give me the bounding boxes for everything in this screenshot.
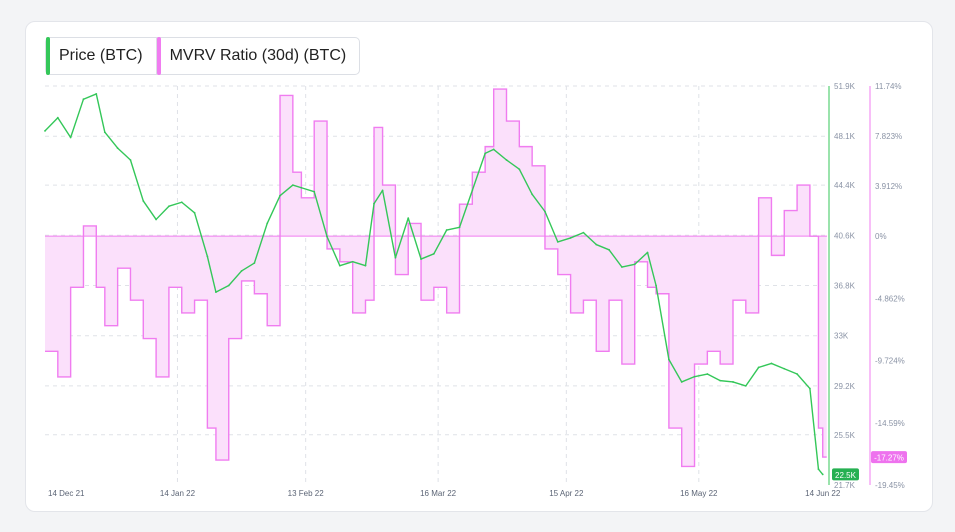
chart-legend: Price (BTC) MVRV Ratio (30d) (BTC) [45, 37, 361, 75]
legend-label-mvrv: MVRV Ratio (30d) (BTC) [169, 47, 347, 64]
mvrv-swatch [156, 37, 161, 75]
chart-card: Price (BTC) MVRV Ratio (30d) (BTC) [25, 21, 933, 512]
price-swatch [46, 37, 50, 75]
legend-label-price: Price (BTC) [59, 47, 143, 64]
legend-item-price[interactable]: Price (BTC) [45, 37, 157, 75]
legend-item-mvrv[interactable]: MVRV Ratio (30d) (BTC) [155, 37, 361, 75]
